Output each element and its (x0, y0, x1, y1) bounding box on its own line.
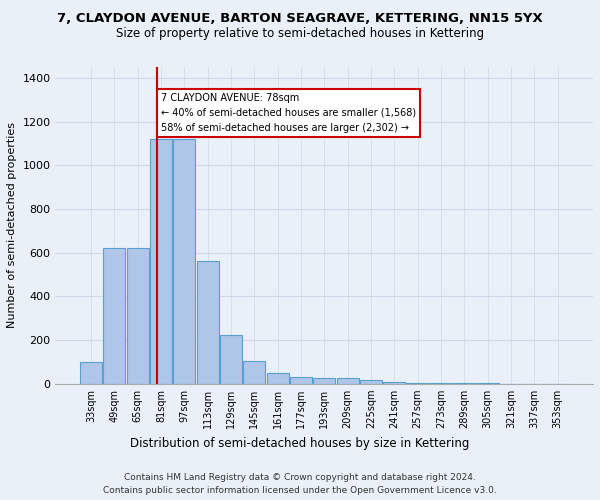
Bar (406, 383, 428, 384)
Text: Distribution of semi-detached houses by size in Kettering: Distribution of semi-detached houses by … (130, 438, 470, 450)
Text: 7 CLAYDON AVENUE: 78sqm
← 40% of semi-detached houses are smaller (1,568)
58% of: 7 CLAYDON AVENUE: 78sqm ← 40% of semi-de… (161, 93, 416, 133)
Bar (197, 262, 219, 384)
Text: Size of property relative to semi-detached houses in Kettering: Size of property relative to semi-detach… (116, 28, 484, 40)
Y-axis label: Number of semi-detached properties: Number of semi-detached properties (7, 122, 17, 328)
Text: Contains public sector information licensed under the Open Government Licence v3: Contains public sector information licen… (103, 486, 497, 495)
Text: Contains HM Land Registry data © Crown copyright and database right 2024.: Contains HM Land Registry data © Crown c… (124, 472, 476, 482)
Bar (173, 139, 196, 384)
Bar (150, 139, 172, 384)
Bar (243, 361, 265, 384)
Bar (360, 380, 382, 384)
Bar (103, 248, 125, 384)
Bar (220, 334, 242, 384)
Bar (337, 378, 359, 384)
Bar (290, 377, 312, 384)
Text: 7, CLAYDON AVENUE, BARTON SEAGRAVE, KETTERING, NN15 5YX: 7, CLAYDON AVENUE, BARTON SEAGRAVE, KETT… (57, 12, 543, 26)
Bar (383, 382, 406, 384)
Bar (266, 373, 289, 384)
Bar (313, 378, 335, 384)
Bar (80, 362, 102, 384)
Bar (127, 248, 149, 384)
